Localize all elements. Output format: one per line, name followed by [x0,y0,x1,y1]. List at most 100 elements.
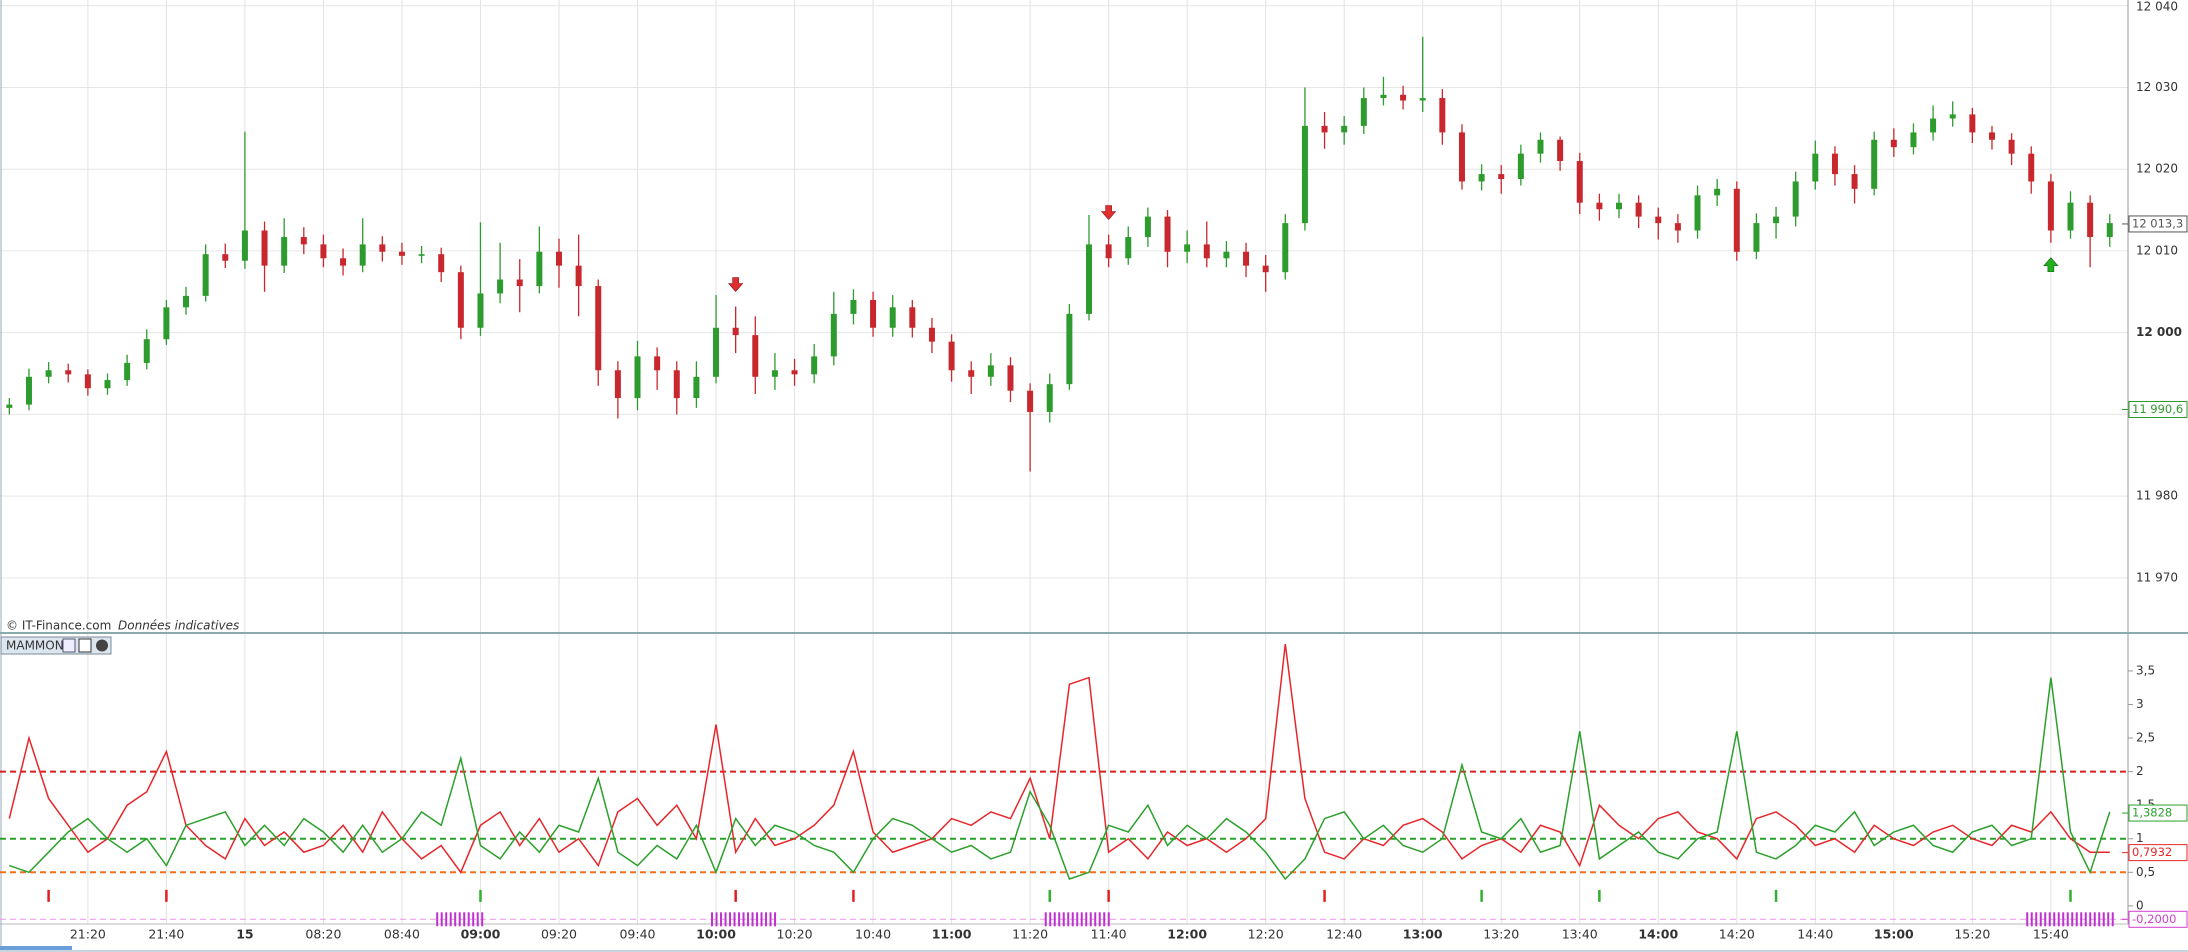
candle-body [771,370,778,377]
x-tick-label: 14:00 [1638,927,1678,942]
candle-body [752,335,759,377]
candle-body [732,327,739,336]
candle-body [1301,125,1308,224]
candle-body [143,339,150,363]
window-icon[interactable] [78,638,92,653]
y-tick-label: 12 030 [2136,80,2178,94]
candle-body [2047,181,2054,231]
x-tick-label: 12:40 [1326,927,1362,942]
candle-body [438,254,445,273]
y-tick-label: 12 000 [2136,325,2182,339]
x-tick-label: 13:40 [1562,927,1598,942]
candle-body [2008,139,2015,154]
x-tick-label: 10:40 [855,927,891,942]
candle-body [1969,114,1976,133]
candle-body [2067,202,2074,231]
candle-body [987,365,994,377]
x-tick-label: 08:20 [305,927,341,942]
candle-body [1439,98,1446,133]
candle-body [1321,125,1328,133]
candle-body [1144,216,1151,238]
x-tick-label: 13:20 [1483,927,1519,942]
candle-body [870,299,877,328]
magenta-signal-range [1044,912,1110,927]
toolbar-icons [62,638,108,653]
candle-body [850,299,857,314]
x-tick-label: 11:00 [932,927,972,942]
price-tag-box [2128,400,2188,418]
candle-body [516,279,523,287]
candle-body [1360,98,1367,126]
magenta-signal-range [2026,912,2114,927]
candle-body [713,327,720,377]
x-tick-label: 13:00 [1403,927,1443,942]
price-tag-box [2128,215,2188,233]
y-tick-label: 3 [2136,697,2144,711]
scrollbar[interactable] [0,946,72,952]
indicator-title: MAMMON [6,639,64,653]
sell-arrow [727,277,744,292]
price-tag-label: 12 013,3 [2132,216,2183,230]
candle-body [418,254,425,256]
candle-body [2028,153,2035,182]
x-tick-label: 12:00 [1167,927,1207,942]
y-tick-label: 2 [2136,764,2144,778]
candle-body [104,380,111,389]
x-tick-label: 10:00 [696,927,736,942]
candle-body [1380,94,1387,99]
x-tick-label: 14:40 [1797,927,1833,942]
candle-body [1949,114,1956,119]
candle-body [1105,244,1112,259]
candle-body [359,244,366,266]
settings-icon[interactable] [62,638,76,653]
candle-body [300,237,307,245]
candle-body [2087,202,2094,238]
candle-body [1812,153,1819,182]
candle-body [2106,223,2113,238]
disclaimer: Données indicatives [118,619,239,633]
candle-body [673,370,680,399]
candle-body [1400,94,1407,101]
indicator-line [8,644,2110,874]
x-tick-label: 08:40 [384,927,420,942]
candle-body [320,244,327,259]
close-icon[interactable] [96,639,108,652]
candle-body [6,404,13,408]
candle-body [1027,390,1034,412]
candle-body [1262,265,1269,273]
candle-body [340,258,347,266]
value-tag-label: 1,3828 [2132,806,2172,820]
candle-body [1890,139,1897,148]
x-tick-label: 09:40 [619,927,655,942]
x-tick-label: 15:20 [1954,927,1990,942]
candle-body [1125,237,1132,259]
y-tick-label: 3,5 [2136,663,2155,677]
candle-body [477,293,484,328]
y-tick-label: 2,5 [2136,731,2155,745]
candle-body [1184,244,1191,252]
candle-body [1930,118,1937,133]
value-tag-box [2128,910,2188,928]
candle-body [45,370,52,377]
candle-body [1066,313,1073,385]
candle-body [614,370,621,399]
candle-body [1223,251,1230,259]
candle-body [1694,195,1701,231]
candle-body [1616,202,1623,210]
candle-body [595,286,602,371]
candle-body [634,356,641,399]
candle-body [1655,216,1662,224]
candle-body [1576,161,1583,203]
candle-body [124,362,131,381]
candle-body [555,251,562,266]
candle-body [1164,216,1171,252]
candle-body [1341,125,1348,133]
x-tick-label: 10:20 [777,927,813,942]
candle-body [1498,174,1505,180]
candle-body [791,370,798,375]
magenta-signal-range [711,912,777,927]
candle-body [830,313,837,357]
